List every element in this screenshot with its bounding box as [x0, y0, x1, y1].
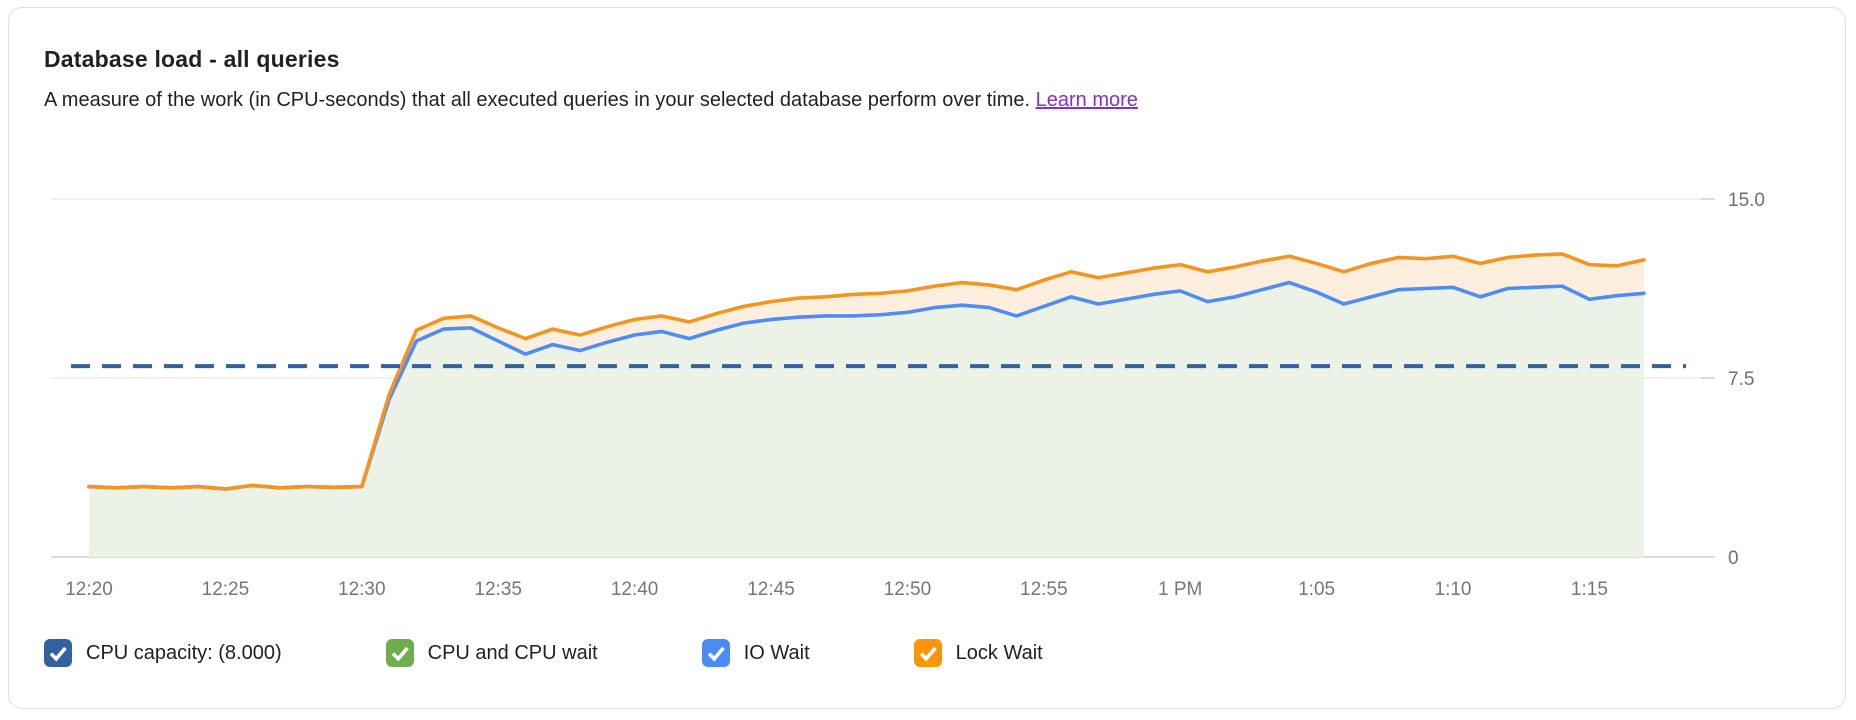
lock-wait-checkbox-icon[interactable]: [913, 639, 942, 667]
lock-wait-line: [87, 252, 1646, 491]
svg-text:7.5: 7.5: [1728, 369, 1754, 390]
svg-text:12:30: 12:30: [338, 579, 386, 600]
legend-label: Lock Wait: [955, 641, 1043, 664]
stacked-areas: [89, 253, 1644, 557]
checkmark-icon: [391, 646, 409, 662]
svg-text:12:50: 12:50: [884, 579, 932, 600]
svg-text:0: 0: [1728, 548, 1739, 569]
svg-text:12:40: 12:40: [611, 579, 659, 600]
svg-text:15.0: 15.0: [1728, 190, 1765, 211]
cpu-and-cpu-wait-checkbox-icon[interactable]: [385, 639, 414, 667]
learn-more-link[interactable]: Learn more: [1035, 89, 1138, 111]
cpu-capacity-checkbox-icon[interactable]: [44, 639, 72, 667]
y-axis-labels: 0 7.5 15.0: [1701, 190, 1765, 569]
load-chart: 07.515.012:20 12:25 12:30 12:35 12:40 12:45 12…: [51, 190, 1765, 600]
load-chart-area: 0 7.5 15.0 12:20 12:25 12:30 12:35 12:40 12:45 12…: [44, 141, 1810, 603]
checkmark-icon: [707, 646, 725, 662]
subtitle-text: A measure of the work (in CPU-seconds) t…: [44, 89, 1031, 111]
legend-label: IO Wait: [743, 641, 810, 664]
chart-legend: CPU capacity: (8.000) CPU and CPU wait I…: [44, 639, 1810, 667]
legend-item-cpu-and-cpu-wait: CPU and CPU wait: [385, 639, 598, 667]
svg-text:12:35: 12:35: [474, 579, 522, 600]
series-lines: [87, 252, 1646, 491]
svg-text:12:25: 12:25: [202, 579, 250, 600]
svg-text:12:55: 12:55: [1020, 579, 1068, 600]
svg-text:1:05: 1:05: [1298, 579, 1335, 600]
database-load-card: Database load - all queries A measure of…: [8, 7, 1846, 709]
legend-item-cpu-capacity: CPU capacity: (8.000): [44, 639, 282, 667]
page-title: Database load - all queries: [44, 46, 340, 72]
legend-label: CPU capacity: (8.000): [86, 641, 282, 664]
page-subtitle: A measure of the work (in CPU-seconds) t…: [44, 88, 1810, 112]
svg-text:12:45: 12:45: [747, 579, 795, 600]
checkmark-icon: [49, 646, 67, 662]
x-axis-labels: 12:20 12:25 12:30 12:35 12:40 12:45 12:50 12:55…: [65, 579, 1608, 600]
legend-item-io-wait: IO Wait: [701, 639, 810, 667]
svg-text:1 PM: 1 PM: [1158, 579, 1202, 600]
svg-text:12:20: 12:20: [65, 579, 113, 600]
io-wait-checkbox-icon[interactable]: [701, 639, 730, 667]
legend-item-lock-wait: Lock Wait: [913, 639, 1043, 667]
legend-label: CPU and CPU wait: [427, 641, 598, 664]
svg-text:1:15: 1:15: [1571, 579, 1608, 600]
checkmark-icon: [919, 646, 937, 662]
svg-text:1:10: 1:10: [1435, 579, 1472, 600]
